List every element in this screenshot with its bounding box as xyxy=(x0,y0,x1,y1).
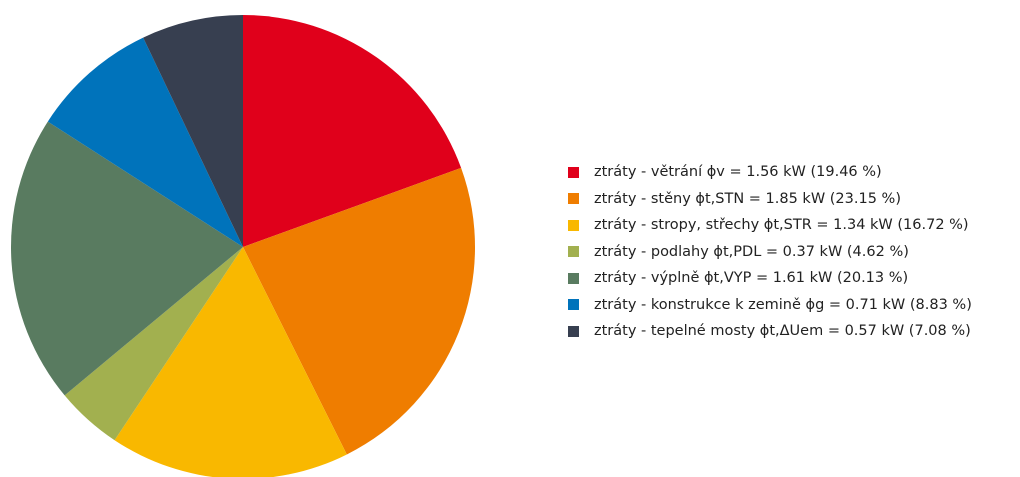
legend-swatch xyxy=(568,166,579,178)
legend-swatch xyxy=(568,193,579,205)
legend-label: ztráty - podlahy ϕt,PDL = 0.37 kW (4.62 … xyxy=(594,243,909,260)
pie-slice-1 xyxy=(243,15,462,247)
pie-slice-3 xyxy=(114,247,347,477)
legend-item-2: ztráty - stěny ϕt,STN = 1.85 kW (23.15 %… xyxy=(568,186,972,213)
legend-swatch xyxy=(568,299,579,311)
legend-swatch xyxy=(568,246,579,258)
legend-item-3: ztráty - stropy, střechy ϕt,STR = 1.34 k… xyxy=(568,212,972,239)
chart-legend: ztráty - větrání ϕv = 1.56 kW (19.46 %) z… xyxy=(568,159,972,345)
pie-slice-7 xyxy=(143,14,243,247)
pie-slice-2 xyxy=(243,167,476,455)
legend-label: ztráty - tepelné mosty ϕt,ΔUem = 0.57 kW… xyxy=(594,323,971,340)
legend-label: ztráty - výplně ϕt,VYP = 1.61 kW (20.13 … xyxy=(594,270,909,287)
legend-swatch xyxy=(568,272,579,284)
legend-item-4: ztráty - podlahy ϕt,PDL = 0.37 kW (4.62 … xyxy=(568,239,972,266)
legend-label: ztráty - stěny ϕt,STN = 1.85 kW (23.15 %… xyxy=(594,190,901,207)
legend-label: ztráty - stropy, střechy ϕt,STR = 1.34 k… xyxy=(594,217,969,234)
pie-slice-4 xyxy=(64,247,244,441)
legend-item-1: ztráty - větrání ϕv = 1.56 kW (19.46 %) xyxy=(568,159,972,186)
legend-swatch xyxy=(568,325,579,337)
legend-item-6: ztráty - konstrukce k zemině ϕg = 0.71 k… xyxy=(568,292,972,319)
legend-item-7: ztráty - tepelné mosty ϕt,ΔUem = 0.57 kW… xyxy=(568,318,972,345)
pie-slices xyxy=(11,14,476,477)
legend-swatch xyxy=(568,219,579,231)
pie-slice-6 xyxy=(47,37,244,247)
pie-slice-5 xyxy=(11,121,243,396)
legend-item-5: ztráty - výplně ϕt,VYP = 1.61 kW (20.13 … xyxy=(568,265,972,292)
legend-label: ztráty - konstrukce k zemině ϕg = 0.71 k… xyxy=(594,296,972,313)
legend-label: ztráty - větrání ϕv = 1.56 kW (19.46 %) xyxy=(594,164,882,181)
